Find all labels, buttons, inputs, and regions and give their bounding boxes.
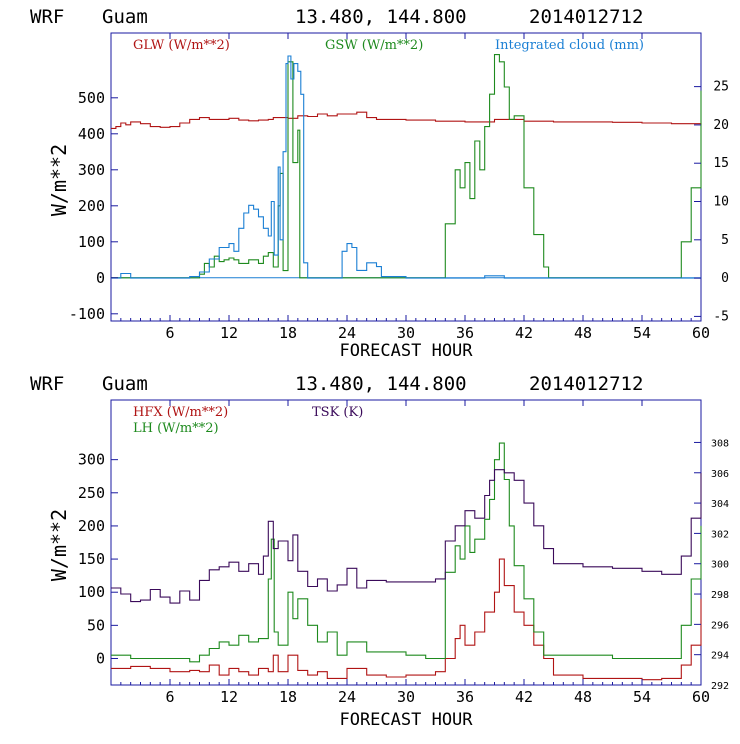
y2-tick-label: 292 xyxy=(711,681,729,692)
y-tick-label: 300 xyxy=(78,161,105,179)
header-model: WRF xyxy=(30,373,64,395)
series-line-integrated-cloud xyxy=(111,55,701,279)
y2-tick-label: 0 xyxy=(721,271,729,286)
y-tick-label: 50 xyxy=(87,616,105,634)
y-tick-label: 100 xyxy=(78,583,105,601)
y-tick-label: -100 xyxy=(69,305,105,323)
y-tick-label: 150 xyxy=(78,550,105,568)
y2-tick-label: 298 xyxy=(711,590,729,601)
x-tick-label: 42 xyxy=(515,688,533,706)
y2-tick-label: 20 xyxy=(713,118,729,133)
x-tick-label: 12 xyxy=(220,688,238,706)
x-tick-label: 42 xyxy=(515,324,533,342)
y-tick-label: 400 xyxy=(78,125,105,143)
y-tick-label: 500 xyxy=(78,89,105,107)
y2-tick-label: 296 xyxy=(711,620,729,631)
y-tick-label: 0 xyxy=(96,269,105,287)
y2-tick-label: 10 xyxy=(713,195,729,210)
x-tick-label: 24 xyxy=(338,324,356,342)
y2-tick-label: 25 xyxy=(713,80,729,95)
legend-gsw: GSW (W/m**2) xyxy=(325,38,423,53)
x-tick-label: 60 xyxy=(692,324,710,342)
y2-tick-label: 5 xyxy=(721,233,729,248)
bottom-panel: WRF Guam 13.480, 144.800 2014012712 6 12 1… xyxy=(30,373,729,730)
x-tick-label: 48 xyxy=(574,324,592,342)
top-panel: WRF Guam 13.480, 144.800 2014012712 6 12 1… xyxy=(30,6,729,361)
x-axis-label: FORECAST HOUR xyxy=(339,341,473,361)
series-line-lh xyxy=(111,442,702,663)
header-coords: 13.480, 144.800 xyxy=(295,373,467,395)
y2-tick-label: -5 xyxy=(713,309,729,324)
y2-tick-label: 300 xyxy=(711,560,729,571)
legend-hfx: HFX (W/m**2) xyxy=(133,405,228,420)
header-model: WRF xyxy=(30,6,64,28)
x-tick-label: 12 xyxy=(220,324,238,342)
series-layer xyxy=(111,442,702,681)
x-tick-label: 6 xyxy=(165,324,174,342)
series-line-gsw xyxy=(111,54,702,279)
header-coords: 13.480, 144.800 xyxy=(295,6,467,28)
y-tick-label: 0 xyxy=(96,649,105,667)
x-tick-label: 30 xyxy=(397,688,415,706)
y2-tick-label: 302 xyxy=(711,529,729,540)
series-line-glw xyxy=(111,111,702,129)
x-tick-label: 18 xyxy=(279,324,297,342)
legend-lh: LH (W/m**2) xyxy=(133,421,219,436)
series-line-tsk xyxy=(111,469,702,604)
y2-tick-label: 306 xyxy=(711,469,729,480)
x-tick-label: 6 xyxy=(165,688,174,706)
y-tick-label: 300 xyxy=(78,451,105,469)
header-site: Guam xyxy=(102,6,148,28)
x-tick-label: 54 xyxy=(633,324,651,342)
x-axis-label: FORECAST HOUR xyxy=(339,710,473,730)
plot-frame xyxy=(110,399,702,686)
y2-tick-label: 304 xyxy=(711,499,729,510)
header-date: 2014012712 xyxy=(529,6,643,28)
x-tick-label: 48 xyxy=(574,688,592,706)
x-tick-label: 24 xyxy=(338,688,356,706)
ticks-layer: 6 12 18 24 30 36 42 48 54 60 0 50 100 150 200 250 300 292… xyxy=(78,400,729,706)
y-tick-label: 250 xyxy=(78,484,105,502)
legend-glw: GLW (W/m**2) xyxy=(133,38,230,53)
series-layer xyxy=(111,54,702,279)
series-line-hfx xyxy=(111,558,702,681)
header-site: Guam xyxy=(102,373,148,395)
y2-tick-label: 15 xyxy=(713,156,729,171)
x-tick-label: 54 xyxy=(633,688,651,706)
legend-tsk: TSK (K) xyxy=(312,405,363,420)
x-tick-label: 18 xyxy=(279,688,297,706)
legend-cloud: Integrated cloud (mm) xyxy=(495,38,644,53)
x-tick-label: 36 xyxy=(456,688,474,706)
x-tick-label: 36 xyxy=(456,324,474,342)
y2-tick-label: 308 xyxy=(711,438,729,449)
y-tick-label: 200 xyxy=(78,517,105,535)
y-tick-label: 100 xyxy=(78,233,105,251)
x-tick-label: 30 xyxy=(397,324,415,342)
y2-tick-label: 294 xyxy=(711,651,729,662)
y-tick-label: 200 xyxy=(78,197,105,215)
x-tick-label: 60 xyxy=(692,688,710,706)
header-date: 2014012712 xyxy=(529,373,643,395)
ticks-layer: 6 12 18 24 30 36 42 48 54 60-1000100200300400500-… xyxy=(69,33,729,342)
y-axis-label: W/m**2 xyxy=(47,144,71,216)
y-axis-label: W/m**2 xyxy=(47,509,71,581)
